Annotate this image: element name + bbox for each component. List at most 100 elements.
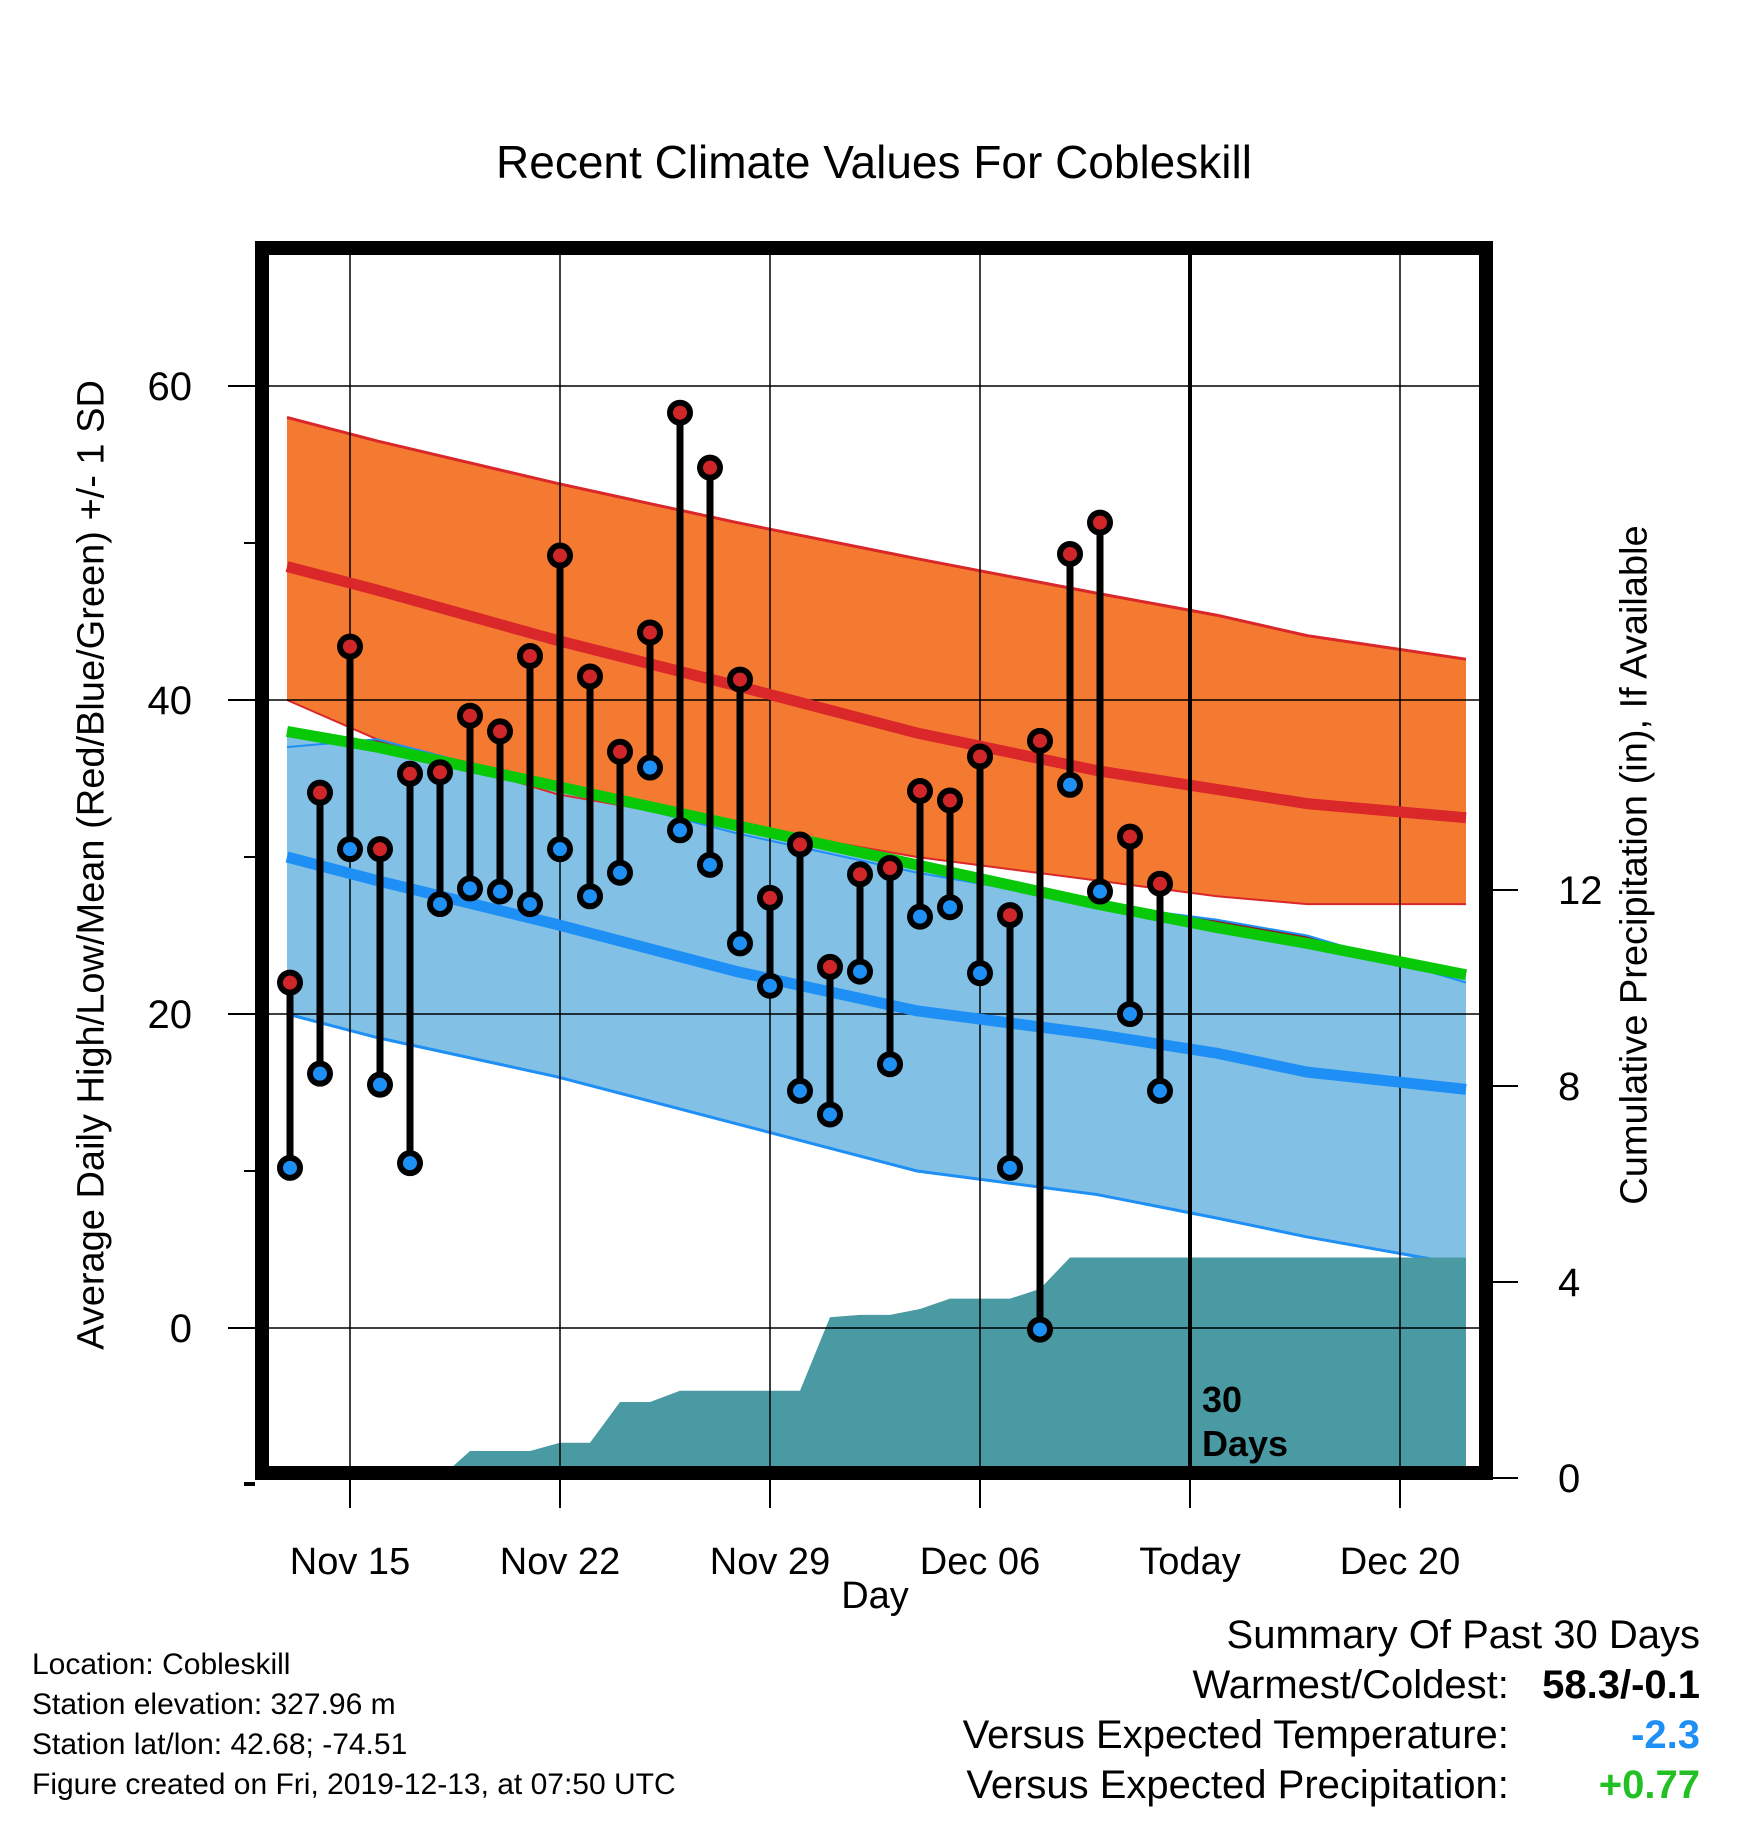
obs-high-marker	[997, 902, 1023, 929]
precip-departure-label: Versus Expected Precipitation:	[966, 1763, 1509, 1807]
x-tick-label: Nov 29	[710, 1541, 830, 1583]
obs-low-marker	[307, 1060, 333, 1087]
warm-cold-value: 58.3/-0.1	[1542, 1663, 1700, 1707]
obs-low-marker	[487, 878, 513, 905]
obs-low-marker	[787, 1077, 813, 1104]
x-axis-label: Day	[841, 1575, 909, 1617]
plot-frame	[255, 241, 1493, 1480]
high-plus-sd-line	[286, 415, 1467, 661]
obs-low-marker	[727, 930, 753, 957]
obs-high-marker	[1117, 823, 1143, 850]
obs-high-marker	[1087, 509, 1113, 536]
station-latlon: Station lat/lon: 42.68; -74.51	[32, 1728, 408, 1761]
obs-low-marker	[337, 836, 363, 863]
obs-low-marker	[997, 1154, 1023, 1181]
x-tick-label: Today	[1139, 1541, 1240, 1583]
obs-high-marker	[457, 702, 483, 729]
obs-high-marker	[667, 399, 693, 426]
summary-warm-cold: Warmest/Coldest: 58.3/-0.1	[963, 1660, 1701, 1710]
cumulative-precip-area	[445, 1257, 1466, 1473]
y-axis-left-label: Average Daily High/Low/Mean (Red/Blue/Gr…	[70, 380, 113, 1350]
warm-cold-label: Warmest/Coldest:	[1192, 1663, 1509, 1707]
obs-high-marker	[487, 718, 513, 745]
temp-departure-label: Versus Expected Temperature:	[962, 1713, 1509, 1757]
obs-low-marker	[367, 1071, 393, 1098]
obs-high-marker	[757, 884, 783, 911]
x-tick-label: Dec 20	[1340, 1541, 1460, 1583]
left-tick-label: 60	[148, 365, 193, 409]
left-tick-label: 0	[170, 1307, 192, 1351]
obs-low-marker	[907, 903, 933, 930]
obs-low-marker	[757, 972, 783, 999]
station-info: Location: Cobleskill Station elevation: …	[32, 1645, 676, 1805]
obs-high-marker	[367, 836, 393, 863]
chart-title: Recent Climate Values For Cobleskill	[496, 136, 1252, 188]
obs-low-marker	[877, 1051, 903, 1078]
obs-high-marker	[337, 633, 363, 660]
normal-high-line	[285, 561, 1467, 824]
obs-high-marker	[427, 759, 453, 786]
obs-low-marker	[517, 891, 543, 918]
obs-high-marker	[847, 861, 873, 888]
precip-departure-value: +0.77	[1598, 1763, 1700, 1807]
obs-low-marker	[847, 958, 873, 985]
station-elevation: Station elevation: 327.96 m	[32, 1688, 396, 1721]
obs-low-marker	[1057, 771, 1083, 798]
x-tick-label: Dec 06	[920, 1541, 1040, 1583]
summary-temp: Versus Expected Temperature: -2.3	[963, 1710, 1700, 1760]
obs-high-marker	[547, 542, 573, 569]
obs-low-marker	[937, 894, 963, 921]
summary-precip: Versus Expected Precipitation: +0.77	[963, 1760, 1700, 1810]
obs-high-marker	[967, 743, 993, 770]
obs-low-marker	[427, 891, 453, 918]
y-axis-right-label: Cumulative Precipitation (in), If Availa…	[1613, 525, 1656, 1205]
summary-heading: Summary Of Past 30 Days	[1226, 1613, 1700, 1657]
station-location: Location: Cobleskill	[32, 1648, 291, 1681]
obs-low-marker	[967, 960, 993, 987]
obs-low-marker	[817, 1101, 843, 1128]
obs-high-marker	[817, 953, 843, 980]
today-window-count: 30	[1202, 1379, 1243, 1420]
obs-high-marker	[1147, 870, 1173, 897]
obs-low-marker	[397, 1150, 423, 1177]
right-tick-label: 12	[1558, 869, 1603, 913]
obs-high-marker	[1057, 540, 1083, 567]
right-tick-label: 4	[1558, 1261, 1580, 1305]
obs-high-marker	[727, 666, 753, 693]
right-tick-label: 0	[1558, 1457, 1580, 1501]
summary-panel: Summary Of Past 30 Days Warmest/Coldest:…	[963, 1610, 1700, 1810]
obs-low-marker	[697, 851, 723, 878]
obs-high-marker	[637, 619, 663, 646]
obs-high-marker	[877, 854, 903, 881]
obs-high-marker	[1027, 727, 1053, 754]
obs-high-marker	[937, 787, 963, 814]
obs-low-marker	[1117, 1001, 1143, 1027]
obs-low-marker	[277, 1154, 303, 1181]
obs-high-marker	[397, 760, 423, 787]
obs-high-marker	[787, 831, 813, 858]
obs-high-marker	[277, 969, 303, 996]
obs-high-marker	[607, 738, 633, 765]
obs-low-marker	[1027, 1316, 1053, 1343]
right-tick-label: 8	[1558, 1065, 1580, 1109]
today-window-unit: Days	[1202, 1423, 1289, 1464]
obs-high-marker	[697, 454, 723, 481]
left-tick-label: 20	[148, 993, 193, 1037]
obs-low-marker	[547, 836, 573, 863]
low-minus-sd-line	[286, 1012, 1467, 1267]
temp-departure-value: -2.3	[1631, 1713, 1700, 1757]
today-window-label: 30 Days	[1202, 1378, 1288, 1466]
obs-low-marker	[577, 883, 603, 910]
figure-created: Figure created on Fri, 2019-12-13, at 07…	[32, 1768, 676, 1801]
obs-low-marker	[1147, 1077, 1173, 1104]
obs-low-marker	[457, 875, 483, 902]
obs-low-marker	[607, 859, 633, 886]
obs-high-marker	[907, 778, 933, 805]
x-tick-label: Nov 15	[290, 1541, 410, 1583]
obs-low-marker	[667, 817, 693, 844]
obs-high-marker	[517, 643, 543, 670]
obs-low-marker	[637, 754, 663, 781]
obs-low-marker	[1087, 878, 1113, 905]
obs-high-marker	[307, 779, 333, 806]
